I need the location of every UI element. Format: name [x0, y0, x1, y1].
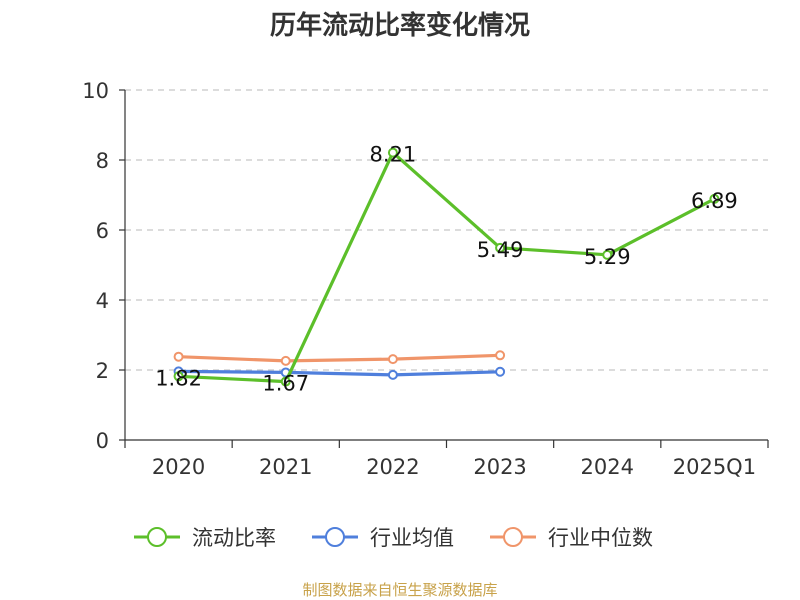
series-line [178, 151, 716, 384]
data-point [387, 354, 398, 365]
y-tick-label: 4 [96, 289, 109, 313]
data-point [173, 351, 184, 362]
legend-item[interactable]: 行业中位数 [490, 526, 653, 550]
x-tick-label: 2024 [581, 455, 634, 479]
legend-item[interactable]: 行业均值 [312, 526, 454, 550]
data-point [495, 242, 506, 253]
data-label: 8.21 [370, 143, 417, 167]
y-tick-label: 0 [96, 429, 109, 453]
x-tick-label: 2021 [259, 455, 312, 479]
legend-label: 流动比率 [192, 526, 276, 550]
series-line [178, 353, 501, 363]
legend-item[interactable]: 流动比率 [134, 526, 276, 550]
data-label: 1.67 [262, 372, 309, 396]
x-tick-label: 2023 [473, 455, 526, 479]
data-label: 5.29 [584, 245, 631, 269]
data-point [173, 371, 184, 382]
data-point [495, 350, 506, 361]
data-point [387, 147, 398, 158]
data-point [709, 193, 720, 204]
axes: 0 2 4 6 8 10 2020 2021 2022 2023 2024 2025Q1 [82, 79, 769, 479]
data-point [280, 376, 291, 387]
data-point [602, 249, 613, 260]
x-tick-label: 2022 [366, 455, 419, 479]
y-tick-label: 8 [96, 149, 109, 173]
legend[interactable]: 流动比率 行业均值 行业中位数 [134, 526, 653, 550]
chart-title: 历年流动比率变化情况 [270, 10, 530, 41]
series-line [178, 369, 501, 377]
series-lines [173, 147, 720, 387]
legend-marker [147, 527, 167, 547]
data-point [495, 366, 506, 377]
legend-label: 行业中位数 [548, 526, 653, 550]
data-label: 1.82 [155, 366, 202, 390]
y-tick-label: 2 [96, 359, 109, 383]
x-tick-label: 2025Q1 [673, 455, 756, 479]
data-label: 6.89 [691, 189, 738, 213]
y-tick-label: 10 [82, 79, 109, 103]
legend-marker [325, 527, 345, 547]
data-point [387, 369, 398, 380]
source-note: 制图数据来自恒生聚源数据库 [302, 581, 497, 599]
legend-marker [503, 527, 523, 547]
data-labels: 1.82 1.67 8.21 5.49 5.29 6.89 [155, 143, 738, 396]
x-tick-label: 2020 [152, 455, 205, 479]
legend-label: 行业均值 [370, 526, 454, 550]
data-label: 5.49 [477, 238, 524, 262]
grid-lines [125, 89, 768, 371]
y-tick-label: 6 [96, 219, 109, 243]
data-point [280, 355, 291, 366]
